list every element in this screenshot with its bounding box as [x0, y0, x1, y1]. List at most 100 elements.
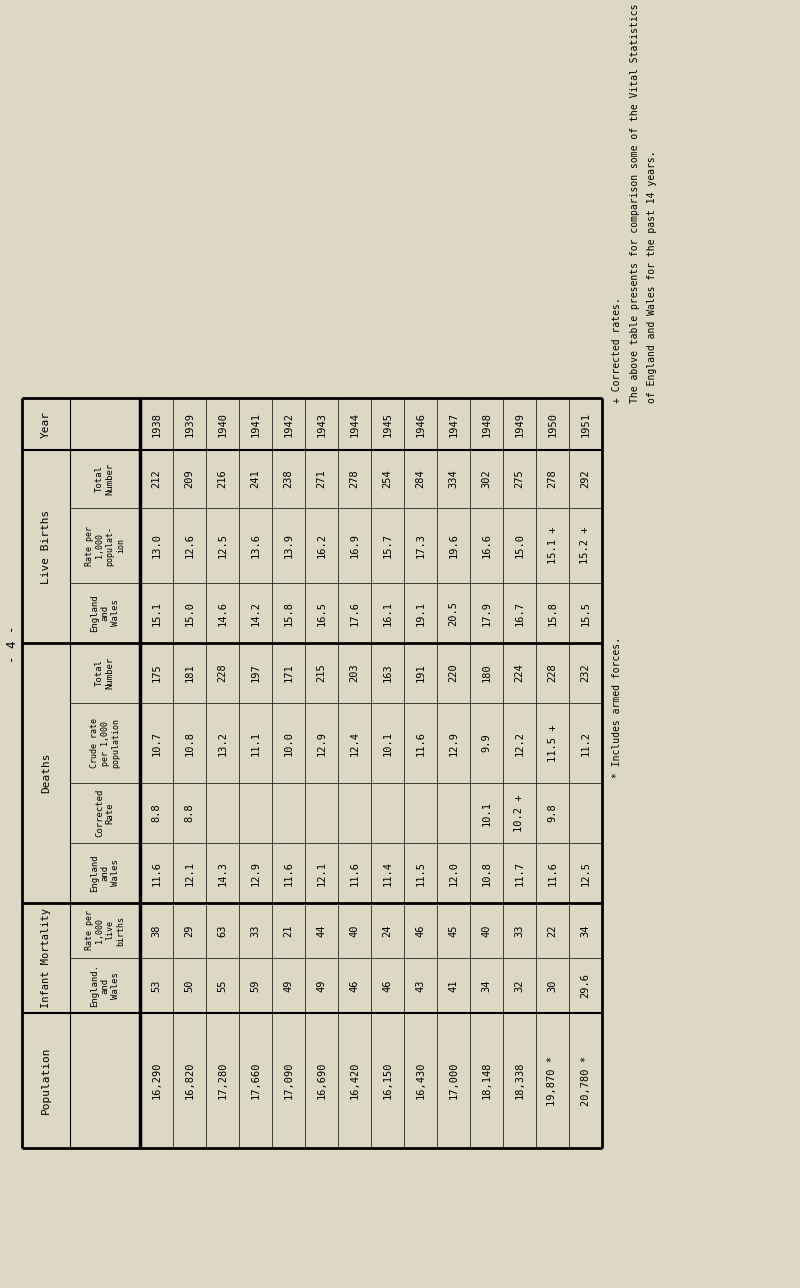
- Text: 12.9: 12.9: [317, 730, 326, 756]
- Text: 191: 191: [415, 663, 426, 683]
- Text: 271: 271: [317, 470, 326, 488]
- Text: 17.9: 17.9: [482, 600, 491, 626]
- Text: 13.9: 13.9: [283, 533, 294, 558]
- Text: Population: Population: [41, 1047, 51, 1114]
- Text: 13.2: 13.2: [218, 730, 227, 756]
- Text: 18,338: 18,338: [514, 1061, 525, 1099]
- Text: 284: 284: [415, 470, 426, 488]
- Text: 11.5: 11.5: [415, 860, 426, 886]
- Text: 238: 238: [283, 470, 294, 488]
- Text: Live Births: Live Births: [41, 509, 51, 583]
- Text: 292: 292: [581, 470, 590, 488]
- Text: 13.0: 13.0: [151, 533, 162, 558]
- Text: England
and
Wales: England and Wales: [90, 854, 120, 891]
- Text: 17.6: 17.6: [350, 600, 359, 626]
- Text: Rate per
1,000
populat-
ion: Rate per 1,000 populat- ion: [85, 526, 125, 565]
- Text: 11.6: 11.6: [415, 730, 426, 756]
- Text: 1949: 1949: [514, 411, 525, 437]
- Text: 17,090: 17,090: [283, 1061, 294, 1099]
- Text: 40: 40: [350, 925, 359, 936]
- Text: 216: 216: [218, 470, 227, 488]
- Text: 43: 43: [415, 979, 426, 992]
- Text: 15.1 +: 15.1 +: [547, 527, 558, 564]
- Text: 50: 50: [185, 979, 194, 992]
- Text: 14.6: 14.6: [218, 600, 227, 626]
- Text: 180: 180: [482, 663, 491, 683]
- Text: Rate per
1,000
live
births: Rate per 1,000 live births: [85, 911, 125, 951]
- Text: 1939: 1939: [185, 411, 194, 437]
- Text: 11.6: 11.6: [283, 860, 294, 886]
- Text: 1946: 1946: [415, 411, 426, 437]
- Text: of England and Wales for the past 14 years.: of England and Wales for the past 14 yea…: [647, 151, 657, 403]
- Text: 241: 241: [250, 470, 261, 488]
- Text: 1947: 1947: [449, 411, 458, 437]
- Text: + Corrected rates.: + Corrected rates.: [612, 298, 622, 403]
- Text: 9.9: 9.9: [482, 734, 491, 752]
- Text: 15.5: 15.5: [581, 600, 590, 626]
- Text: 1942: 1942: [283, 411, 294, 437]
- Text: 19.6: 19.6: [449, 533, 458, 558]
- Text: 224: 224: [514, 663, 525, 683]
- Text: 275: 275: [514, 470, 525, 488]
- Text: 45: 45: [449, 925, 458, 936]
- Text: 1950: 1950: [547, 411, 558, 437]
- Text: 24: 24: [382, 925, 393, 936]
- Text: Year: Year: [41, 411, 51, 438]
- Text: 12.5: 12.5: [581, 860, 590, 886]
- Text: 302: 302: [482, 470, 491, 488]
- Text: 278: 278: [350, 470, 359, 488]
- Text: England
and
Wales: England and Wales: [90, 594, 120, 632]
- Text: 232: 232: [581, 663, 590, 683]
- Text: 20,780 *: 20,780 *: [581, 1055, 590, 1105]
- Text: 175: 175: [151, 663, 162, 683]
- Text: 16.9: 16.9: [350, 533, 359, 558]
- Text: 10.0: 10.0: [283, 730, 294, 756]
- Text: 11.6: 11.6: [547, 860, 558, 886]
- Text: 12.1: 12.1: [185, 860, 194, 886]
- Text: 46: 46: [382, 979, 393, 992]
- Text: 209: 209: [185, 470, 194, 488]
- Text: 212: 212: [151, 470, 162, 488]
- Text: 49: 49: [283, 979, 294, 992]
- Text: 8.8: 8.8: [151, 804, 162, 822]
- Text: 1948: 1948: [482, 411, 491, 437]
- Text: 1940: 1940: [218, 411, 227, 437]
- Text: 16.7: 16.7: [514, 600, 525, 626]
- Text: Crude rate
per 1,000
population: Crude rate per 1,000 population: [90, 717, 120, 768]
- Text: England.
and
Wales: England. and Wales: [90, 963, 120, 1007]
- Text: 21: 21: [283, 925, 294, 936]
- Text: 20.5: 20.5: [449, 600, 458, 626]
- Text: 11.6: 11.6: [151, 860, 162, 886]
- Text: 197: 197: [250, 663, 261, 683]
- Text: 16,690: 16,690: [317, 1061, 326, 1099]
- Text: 16,820: 16,820: [185, 1061, 194, 1099]
- Text: 203: 203: [350, 663, 359, 683]
- Text: 171: 171: [283, 663, 294, 683]
- Text: 12.9: 12.9: [449, 730, 458, 756]
- Text: 29.6: 29.6: [581, 972, 590, 998]
- Text: 41: 41: [449, 979, 458, 992]
- Text: 215: 215: [317, 663, 326, 683]
- Text: 16,430: 16,430: [415, 1061, 426, 1099]
- Text: Total
Number: Total Number: [95, 462, 114, 495]
- Text: 11.2: 11.2: [581, 730, 590, 756]
- Text: 16.5: 16.5: [317, 600, 326, 626]
- Text: 11.1: 11.1: [250, 730, 261, 756]
- Text: 1941: 1941: [250, 411, 261, 437]
- Text: 181: 181: [185, 663, 194, 683]
- Text: 16.1: 16.1: [382, 600, 393, 626]
- Text: 46: 46: [415, 925, 426, 936]
- Text: 16.2: 16.2: [317, 533, 326, 558]
- Text: Infant Mortality: Infant Mortality: [41, 908, 51, 1009]
- Text: 1943: 1943: [317, 411, 326, 437]
- Text: * Includes armed forces.: * Includes armed forces.: [612, 638, 622, 778]
- Text: 33: 33: [514, 925, 525, 936]
- Text: 15.8: 15.8: [547, 600, 558, 626]
- Text: 12.0: 12.0: [449, 860, 458, 886]
- Text: - 4 -: - 4 -: [6, 625, 18, 663]
- Text: 40: 40: [482, 925, 491, 936]
- Text: 34: 34: [581, 925, 590, 936]
- Text: 34: 34: [482, 979, 491, 992]
- Text: 15.0: 15.0: [514, 533, 525, 558]
- Text: 254: 254: [382, 470, 393, 488]
